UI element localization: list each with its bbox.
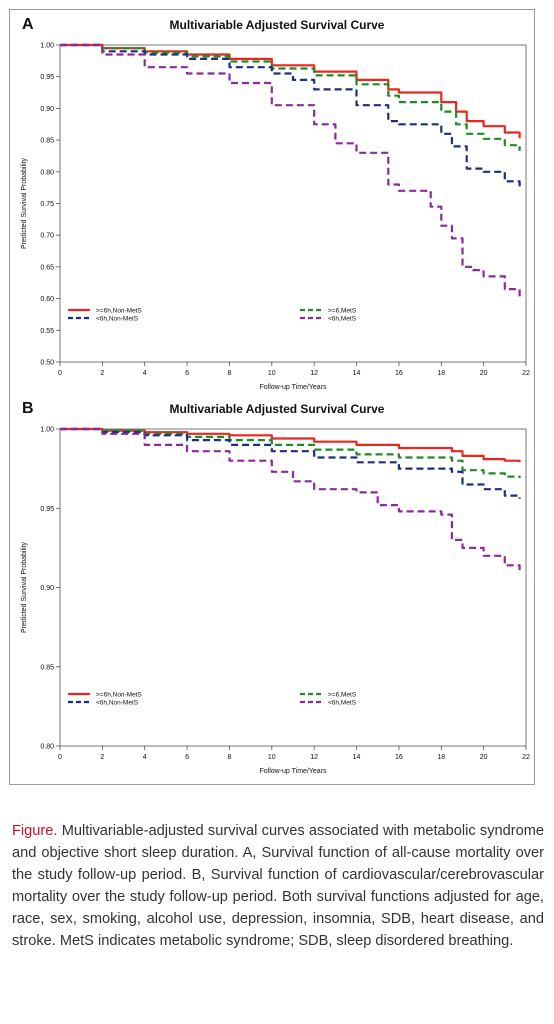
x-tick-label-b-9: 18	[437, 754, 445, 761]
x-tick-label-b-7: 14	[353, 754, 361, 761]
y-tick-label-a-9: 0.95	[40, 74, 54, 81]
y-tick-label-a-5: 0.75	[40, 201, 54, 208]
x-axis-label-b: Follow-up Time/Years	[259, 768, 327, 775]
series-line-a-0	[60, 43, 521, 139]
y-tick-label-a-4: 0.70	[40, 233, 54, 240]
figure-frame	[9, 9, 535, 785]
x-tick-label-b-4: 8	[228, 754, 232, 761]
x-tick-label-a-10: 20	[480, 370, 488, 377]
series-line-a-2	[60, 43, 521, 191]
legend-label-a-0: >=6h,Non-MetS	[96, 308, 143, 315]
x-tick-label-a-0: 0	[58, 370, 62, 377]
x-tick-label-a-3: 6	[185, 370, 189, 377]
x-tick-label-b-6: 12	[310, 754, 318, 761]
legend-label-b-3: <6h,MetS	[328, 700, 357, 707]
series-line-b-0	[60, 427, 521, 463]
x-tick-label-a-6: 12	[310, 370, 318, 377]
y-axis-label-a: Predicted Survival Probability	[21, 157, 28, 249]
y-tick-label-a-0: 0.50	[40, 360, 54, 367]
x-tick-label-b-3: 6	[185, 754, 189, 761]
y-tick-label-b-3: 0.95	[40, 506, 54, 513]
x-tick-label-b-1: 2	[100, 754, 104, 761]
y-tick-label-a-6: 0.80	[40, 169, 54, 176]
y-tick-label-b-0: 0.80	[40, 744, 54, 751]
caption-text: Multivariable-adjusted survival curves a…	[12, 823, 544, 949]
y-axis-label-b: Predicted Survival Probability	[21, 541, 28, 633]
panel-letter-a: A	[22, 16, 34, 33]
x-tick-label-a-7: 14	[353, 370, 361, 377]
figure-caption: Figure. Multivariable-adjusted survival …	[12, 820, 544, 952]
x-tick-label-a-9: 18	[437, 370, 445, 377]
series-line-b-1	[60, 427, 521, 479]
series-line-b-2	[60, 427, 521, 499]
survival-chart-a: 0.50 0.55 0.60 0.65 0.70 0.75 0.80 0.85 0.90 0.95…	[21, 43, 530, 392]
legend-label-a-1: >=6,MetS	[328, 308, 357, 315]
x-tick-label-b-5: 10	[268, 754, 276, 761]
legend-label-a-3: <6h,MetS	[328, 316, 357, 323]
x-tick-label-b-8: 16	[395, 754, 403, 761]
y-tick-label-a-3: 0.65	[40, 264, 54, 271]
y-tick-label-a-7: 0.85	[40, 138, 54, 145]
series-line-a-1	[60, 43, 521, 151]
x-tick-label-b-11: 22	[522, 754, 530, 761]
panel-b: B Multivariable Adjusted Survival Curve …	[10, 396, 544, 784]
x-tick-label-b-10: 20	[480, 754, 488, 761]
chart-title-b: Multivariable Adjusted Survival Curve	[169, 402, 385, 416]
y-tick-label-b-2: 0.90	[40, 585, 54, 592]
chart-title-a: Multivariable Adjusted Survival Curve	[169, 18, 385, 32]
x-tick-label-a-11: 22	[522, 370, 530, 377]
y-tick-label-a-10: 1.00	[40, 43, 54, 50]
x-tick-label-a-5: 10	[268, 370, 276, 377]
y-tick-label-a-1: 0.55	[40, 328, 54, 335]
x-tick-label-b-0: 0	[58, 754, 62, 761]
y-tick-label-a-8: 0.90	[40, 106, 54, 113]
legend-label-b-2: <6h,Non-MetS	[96, 700, 139, 707]
x-tick-label-a-8: 16	[395, 370, 403, 377]
legend-label-a-2: <6h,Non-MetS	[96, 316, 139, 323]
panel-letter-b: B	[22, 400, 34, 417]
x-axis-label-a: Follow-up Time/Years	[259, 384, 327, 391]
survival-chart-b: 0.80 0.85 0.90 0.95 1.00 0 2 4 6 8 10 12 14 16 18 20 22 F…	[21, 427, 530, 776]
legend-label-b-0: >=6h,Non-MetS	[96, 692, 143, 699]
x-tick-label-b-2: 4	[143, 754, 147, 761]
y-tick-label-a-2: 0.60	[40, 296, 54, 303]
x-tick-label-a-2: 4	[143, 370, 147, 377]
panel-a: A Multivariable Adjusted Survival Curve …	[10, 12, 544, 400]
x-tick-label-a-1: 2	[100, 370, 104, 377]
series-line-b-3	[60, 427, 521, 571]
caption-label: Figure.	[12, 823, 58, 839]
y-tick-label-b-1: 0.85	[40, 664, 54, 671]
y-tick-label-b-4: 1.00	[40, 427, 54, 434]
series-line-a-3	[60, 43, 521, 300]
x-tick-label-a-4: 8	[228, 370, 232, 377]
legend-label-b-1: >=6,MetS	[328, 692, 357, 699]
